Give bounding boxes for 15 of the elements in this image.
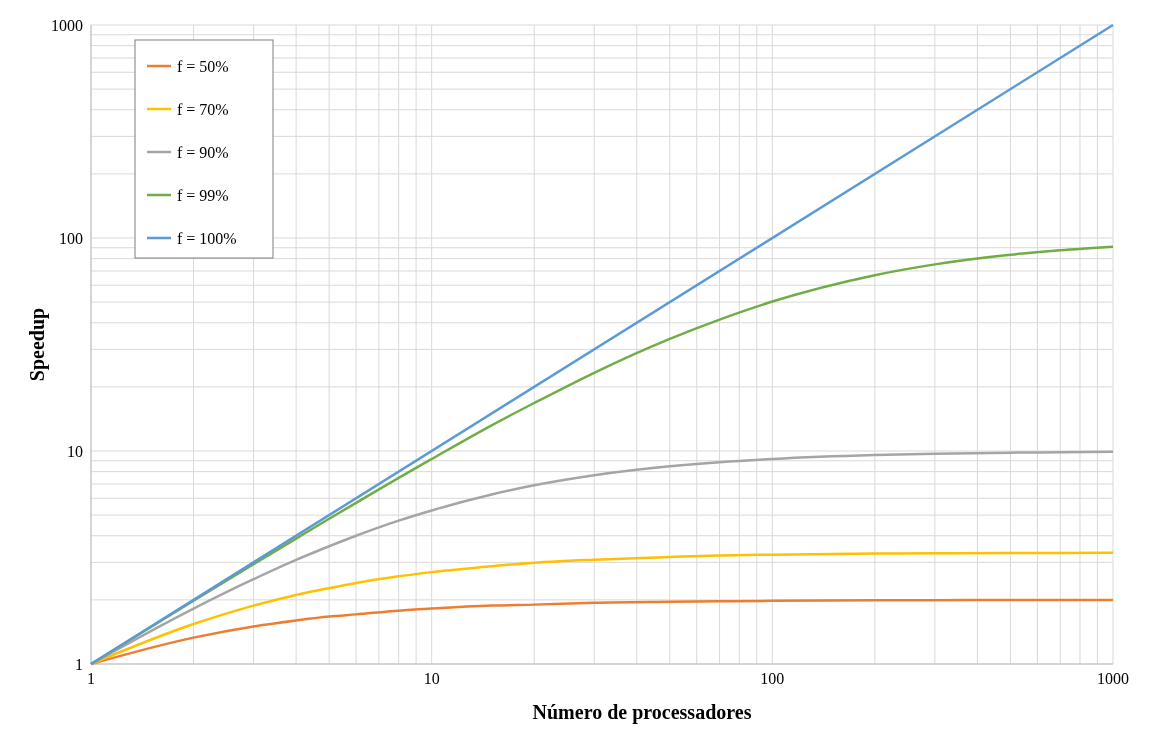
y-tick-label: 100 [59, 229, 83, 247]
y-tick-label: 10 [67, 442, 83, 460]
x-axis-title: Número de processadores [532, 701, 752, 724]
x-tick-label: 1 [87, 670, 95, 687]
y-tick-label: 1 [75, 655, 83, 673]
legend-label: f = 99% [177, 186, 229, 204]
x-tick-label: 10 [423, 670, 440, 687]
y-tick-label: 1000 [51, 16, 83, 34]
legend-label: f = 70% [177, 100, 229, 118]
legend-label: f = 90% [177, 143, 229, 161]
legend-label: f = 100% [177, 229, 237, 247]
x-tick-label: 1000 [1097, 670, 1129, 687]
legend-label: f = 50% [177, 57, 229, 75]
x-tick-label: 100 [760, 670, 785, 687]
y-axis-title: Speedup [26, 307, 49, 382]
